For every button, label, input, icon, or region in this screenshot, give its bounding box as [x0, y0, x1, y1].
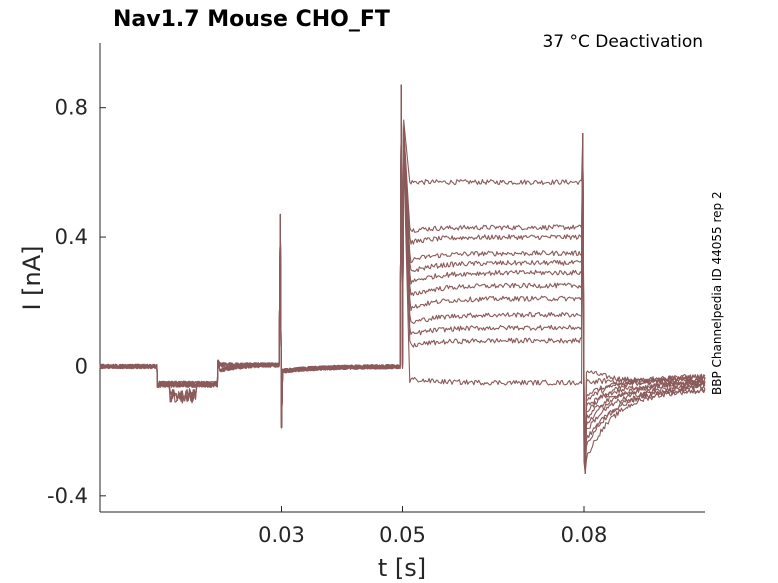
x-axis-label: t [s] — [378, 554, 426, 582]
x-tick-label: 0.08 — [561, 523, 608, 547]
side-label: BBP Channelpedia ID 44055 rep 2 — [710, 191, 724, 395]
y-tick-label: 0.4 — [55, 225, 88, 249]
x-tick-label: 0.05 — [379, 523, 426, 547]
x-tick-label: 0.03 — [258, 523, 305, 547]
traces — [99, 84, 706, 474]
y-tick-label: -0.4 — [47, 484, 88, 508]
trace-sweep — [99, 84, 706, 474]
chart-subtitle: 37 °C Deactivation — [542, 32, 703, 52]
y-tick-label: 0.8 — [55, 96, 88, 120]
chart-title: Nav1.7 Mouse CHO_FT — [113, 7, 390, 32]
trace-sweep — [99, 84, 706, 474]
y-axis-label: I [nA] — [18, 245, 46, 310]
y-tick-label: 0 — [75, 354, 88, 378]
axes: -0.4 0 0.4 0.8 0.03 0.05 0.08 — [47, 43, 705, 547]
